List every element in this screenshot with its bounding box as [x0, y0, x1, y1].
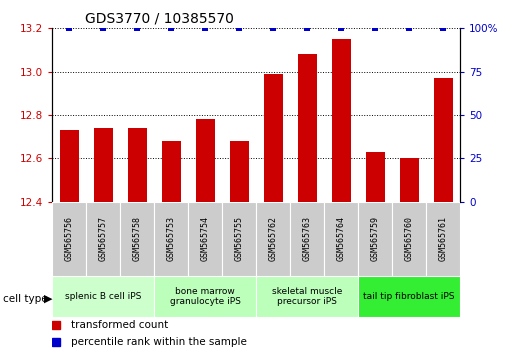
Bar	[298, 55, 316, 202]
Text: GSM565760: GSM565760	[405, 216, 414, 262]
Text: cell type: cell type	[3, 294, 47, 304]
Text: ▶: ▶	[44, 294, 52, 304]
Point	[337, 25, 345, 31]
Point	[133, 25, 141, 31]
Bar	[128, 128, 146, 202]
Bar	[324, 202, 358, 276]
Bar	[52, 202, 86, 276]
Point	[99, 25, 108, 31]
Bar	[256, 276, 358, 317]
Bar	[162, 141, 180, 202]
Bar	[196, 119, 214, 202]
Bar	[400, 159, 418, 202]
Bar	[86, 202, 120, 276]
Bar	[426, 202, 460, 276]
Text: GSM565762: GSM565762	[269, 216, 278, 262]
Bar	[60, 130, 78, 202]
Point	[167, 25, 175, 31]
Text: splenic B cell iPS: splenic B cell iPS	[65, 292, 142, 301]
Bar	[332, 39, 350, 202]
Bar	[358, 202, 392, 276]
Bar	[434, 78, 452, 202]
Bar	[154, 202, 188, 276]
Bar	[366, 152, 384, 202]
Text: GSM565755: GSM565755	[235, 216, 244, 262]
Bar	[264, 74, 282, 202]
Bar	[52, 276, 154, 317]
Text: percentile rank within the sample: percentile rank within the sample	[71, 337, 246, 347]
Point	[371, 25, 379, 31]
Point	[405, 25, 413, 31]
Point	[201, 25, 209, 31]
Point	[303, 25, 311, 31]
Text: skeletal muscle
precursor iPS: skeletal muscle precursor iPS	[272, 287, 343, 306]
Point	[235, 25, 243, 31]
Text: GSM565756: GSM565756	[65, 216, 74, 262]
Bar	[392, 202, 426, 276]
Bar	[290, 202, 324, 276]
Text: bone marrow
granulocyte iPS: bone marrow granulocyte iPS	[170, 287, 241, 306]
Bar	[358, 276, 460, 317]
Point	[269, 25, 277, 31]
Text: GSM565759: GSM565759	[371, 216, 380, 262]
Bar	[222, 202, 256, 276]
Point	[439, 25, 447, 31]
Text: GSM565761: GSM565761	[439, 216, 448, 262]
Point	[65, 25, 73, 31]
Bar	[230, 141, 248, 202]
Bar	[120, 202, 154, 276]
Text: GSM565763: GSM565763	[303, 216, 312, 262]
Bar	[154, 276, 256, 317]
Text: tail tip fibroblast iPS: tail tip fibroblast iPS	[363, 292, 455, 301]
Text: GSM565758: GSM565758	[133, 216, 142, 262]
Text: GSM565764: GSM565764	[337, 216, 346, 262]
Bar	[256, 202, 290, 276]
Text: GSM565753: GSM565753	[167, 216, 176, 262]
Text: GDS3770 / 10385570: GDS3770 / 10385570	[85, 12, 234, 26]
Bar	[188, 202, 222, 276]
Text: GSM565757: GSM565757	[99, 216, 108, 262]
Text: transformed count: transformed count	[71, 320, 168, 330]
Text: GSM565754: GSM565754	[201, 216, 210, 262]
Bar	[94, 128, 112, 202]
